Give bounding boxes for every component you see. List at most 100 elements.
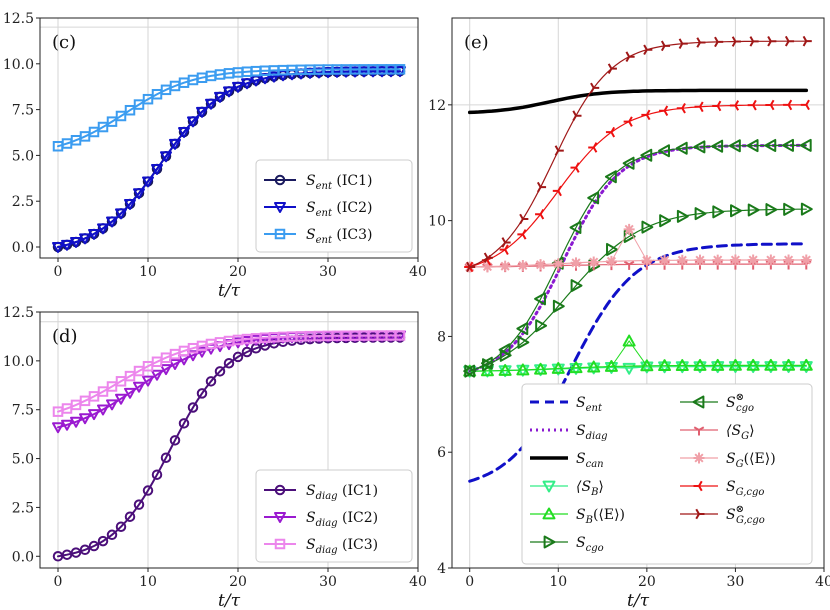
marker-c-1 (340, 66, 352, 78)
marker-d-1 (97, 404, 109, 416)
marker-e-4 (516, 363, 530, 376)
marker-e-5 (535, 319, 548, 333)
marker-e-9 (499, 244, 509, 255)
marker-e-9 (783, 99, 793, 111)
x-tick-label: 20 (638, 574, 656, 590)
marker-d-0 (79, 544, 91, 556)
marker-c-1 (160, 151, 172, 163)
y-tick-label: 0.0 (12, 549, 34, 565)
y-tick-label: 6 (437, 445, 446, 461)
marker-e-3 (764, 361, 778, 374)
marker-e-4 (534, 362, 548, 375)
legend-marker (274, 512, 286, 523)
marker-e-8 (676, 254, 688, 266)
marker-e-10 (660, 40, 671, 52)
series-line-e-2 (467, 88, 809, 115)
legend-marker (542, 507, 556, 520)
marker-d-0 (133, 499, 145, 510)
marker-c-1 (277, 70, 289, 82)
marker-e-6 (658, 144, 670, 158)
x-tick-label: 30 (319, 574, 337, 590)
x-tick-label: 10 (549, 574, 567, 590)
marker-c-1 (367, 66, 379, 78)
marker-e-10 (802, 35, 812, 47)
marker-e-7 (623, 260, 635, 270)
y-tick-label: 10 (428, 214, 446, 230)
marker-e-10 (501, 237, 511, 248)
marker-c-1 (115, 208, 127, 220)
marker-c-2 (106, 116, 118, 127)
marker-e-9 (712, 100, 722, 112)
marker-d-1 (106, 399, 118, 411)
legend-marker (692, 395, 705, 409)
x-tick-label: 40 (409, 264, 427, 280)
y-tick-label: 12 (428, 98, 446, 114)
x-tick-label: 40 (409, 574, 427, 590)
marker-e-8 (659, 254, 671, 266)
y-tick-label: 2.5 (12, 500, 34, 516)
marker-c-2 (133, 99, 145, 110)
marker-e-10 (696, 37, 706, 48)
marker-e-10 (678, 38, 688, 49)
marker-e-9 (694, 101, 704, 113)
marker-e-3 (693, 361, 707, 374)
marker-e-10 (554, 145, 564, 156)
y-tick-label: 7.5 (12, 403, 34, 419)
legend-label: Sdiag (IC3) (306, 537, 378, 556)
x-tick-label: 0 (54, 574, 63, 590)
marker-d-0 (151, 469, 163, 480)
marker-e-6 (782, 138, 794, 152)
spike-line-e-8 (610, 228, 648, 262)
marker-c-1 (124, 198, 136, 210)
marker-e-10 (625, 51, 635, 62)
marker-c-1 (178, 127, 190, 139)
marker-e-8 (552, 258, 564, 270)
x-tick-label: 30 (319, 264, 337, 280)
marker-e-5 (641, 220, 654, 234)
marker-e-6 (764, 138, 777, 152)
marker-e-5 (800, 202, 813, 216)
marker-e-6 (622, 156, 635, 170)
marker-d-0 (241, 346, 253, 358)
marker-e-5 (747, 203, 760, 217)
marker-e-4 (498, 363, 512, 376)
marker-e-6 (534, 292, 546, 306)
x-tick-label: 0 (54, 264, 63, 280)
legend-box (255, 159, 413, 253)
marker-e-6 (480, 356, 493, 370)
marker-c-1 (394, 66, 406, 78)
marker-e-3 (728, 361, 742, 374)
legend-label: Sent (IC3) (306, 227, 373, 246)
marker-c-1 (169, 138, 181, 150)
y-tick-label: 2.5 (12, 194, 34, 210)
marker-c-1 (241, 78, 253, 90)
panel-label: (c) (52, 32, 76, 53)
marker-d-0 (88, 540, 100, 552)
marker-c-1 (214, 91, 226, 103)
marker-e-9 (588, 142, 598, 153)
marker-e-6 (675, 141, 688, 155)
marker-e-4 (746, 358, 760, 371)
marker-e-4 (604, 360, 618, 372)
legend-label: ⟨SB⟩ (576, 479, 604, 498)
marker-e-5 (765, 203, 778, 217)
marker-e-4 (640, 359, 654, 372)
marker-e-9 (800, 99, 810, 111)
legend-label: Sent (IC1) (306, 173, 373, 192)
plot-frame (451, 17, 825, 569)
marker-d-0 (223, 358, 235, 369)
legend-marker (693, 426, 705, 436)
legend-marker (274, 484, 286, 496)
legend-label: Sdiag (576, 423, 608, 442)
marker-e-4 (622, 334, 636, 347)
legend: Sdiag (IC1) Sdiag (IC2) Sdiag (IC3) (255, 469, 413, 563)
legend-box (521, 383, 813, 565)
marker-e-10 (784, 35, 795, 47)
marker-d-0 (142, 485, 154, 496)
legend-label: Scan (576, 451, 604, 470)
marker-e-10 (714, 36, 724, 48)
marker-e-4 (711, 358, 725, 371)
marker-e-9 (765, 99, 775, 111)
x-axis-label: t/τ (218, 281, 241, 301)
marker-c-1 (97, 223, 109, 235)
